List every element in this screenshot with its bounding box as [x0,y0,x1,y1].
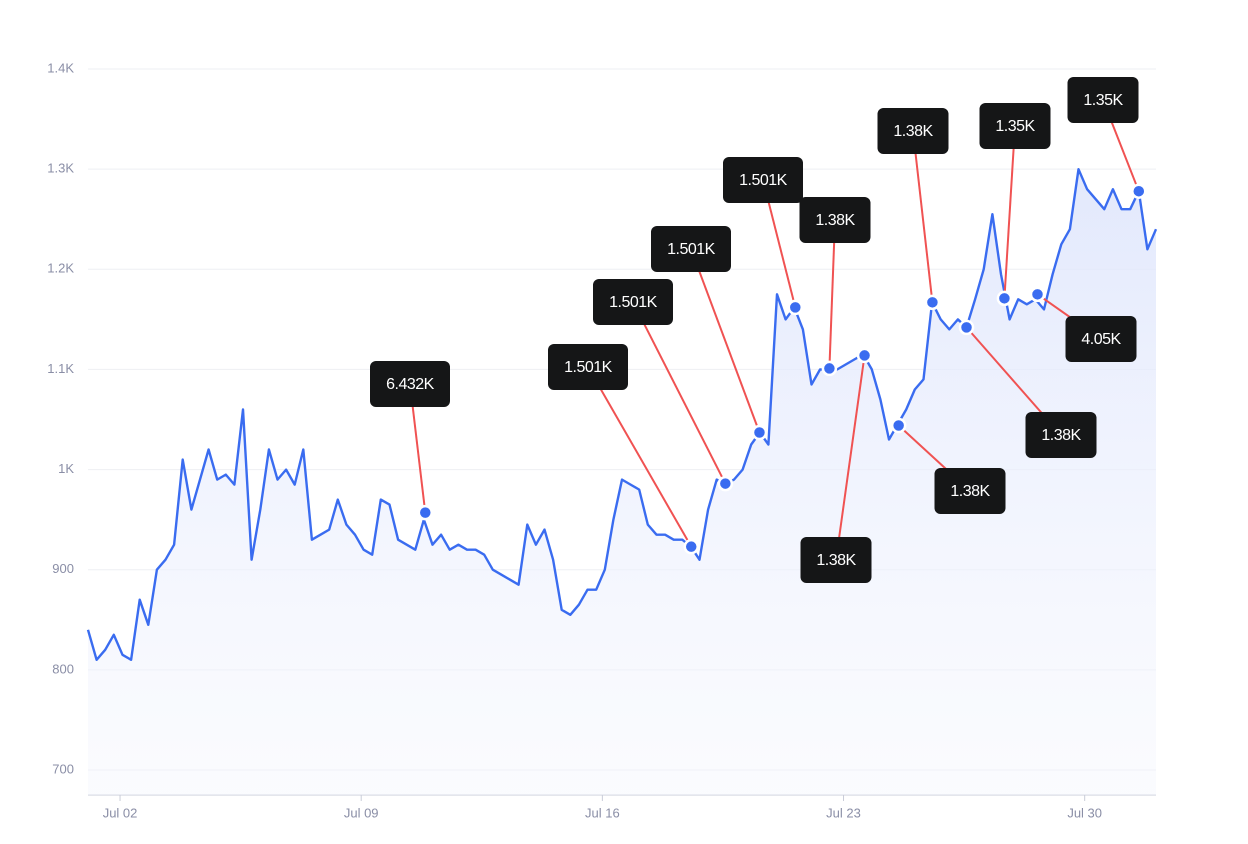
annotation-point [958,319,975,336]
y-tick-label: 1.3K [47,161,74,176]
annotation-box [370,361,450,407]
annotation-label: 1.35K [1083,92,1123,109]
annotation-point [996,290,1013,307]
annotation-label: 1.38K [893,123,933,140]
annotation-label: 1.38K [816,552,856,569]
annotation-connector [690,248,761,433]
annotation-box [877,108,949,154]
annotation-point [856,347,873,364]
annotation-box [800,537,872,583]
annotation-connector [835,355,866,561]
y-tick-label: 1.1K [47,361,74,376]
annotation-label: 1.501K [609,294,658,311]
annotation-point [821,360,838,377]
x-tick-label: Jul 16 [585,805,620,820]
y-tick-label: 900 [52,561,74,576]
annotation-box [593,279,673,325]
annotation-label: 1.501K [564,359,613,376]
annotation-label: 1.501K [667,241,716,258]
y-tick-label: 1.2K [47,261,74,276]
y-tick-label: 800 [52,661,74,676]
annotation-label: 1.38K [950,483,990,500]
annotation-label: 4.05K [1081,331,1121,348]
annotation-box [651,226,731,272]
annotation-connector [587,366,693,548]
y-tick-label: 1.4K [47,60,74,75]
annotation-point [1029,286,1046,303]
annotation-point [683,538,699,555]
annotation-label: 6.432K [386,376,435,393]
y-tick-label: 700 [52,761,74,776]
annotation-connector [1003,125,1016,299]
annotation-point [417,504,434,521]
annotation-point [751,424,768,441]
annotation-point [1131,183,1147,199]
annotation-box [548,344,628,390]
x-tick-label: Jul 23 [826,805,861,820]
annotation-point [717,475,734,492]
y-tick-label: 1K [58,461,74,476]
annotation-label: 1.38K [1041,427,1081,444]
annotation-box [723,157,803,203]
annotation-connector [828,219,836,369]
x-tick-label: Jul 30 [1067,805,1102,820]
annotation-label: 1.35K [995,118,1035,135]
annotation-connector [912,130,934,303]
x-tick-label: Jul 02 [103,805,138,820]
line [86,168,1158,661]
annotation-box [799,197,871,243]
annotation-box [979,103,1051,149]
annotation-point [787,299,804,316]
annotation-box [934,468,1006,514]
annotation-connector [632,301,727,485]
annotation-box [1065,316,1137,362]
annotation-point [890,417,907,434]
annotation-label: 1.501K [739,172,788,189]
annotation-box [1025,412,1097,458]
annotation-point [924,294,941,311]
x-tick-label: Jul 09 [344,805,379,820]
annotation-label: 1.38K [815,212,855,229]
annotation-box [1067,77,1139,123]
